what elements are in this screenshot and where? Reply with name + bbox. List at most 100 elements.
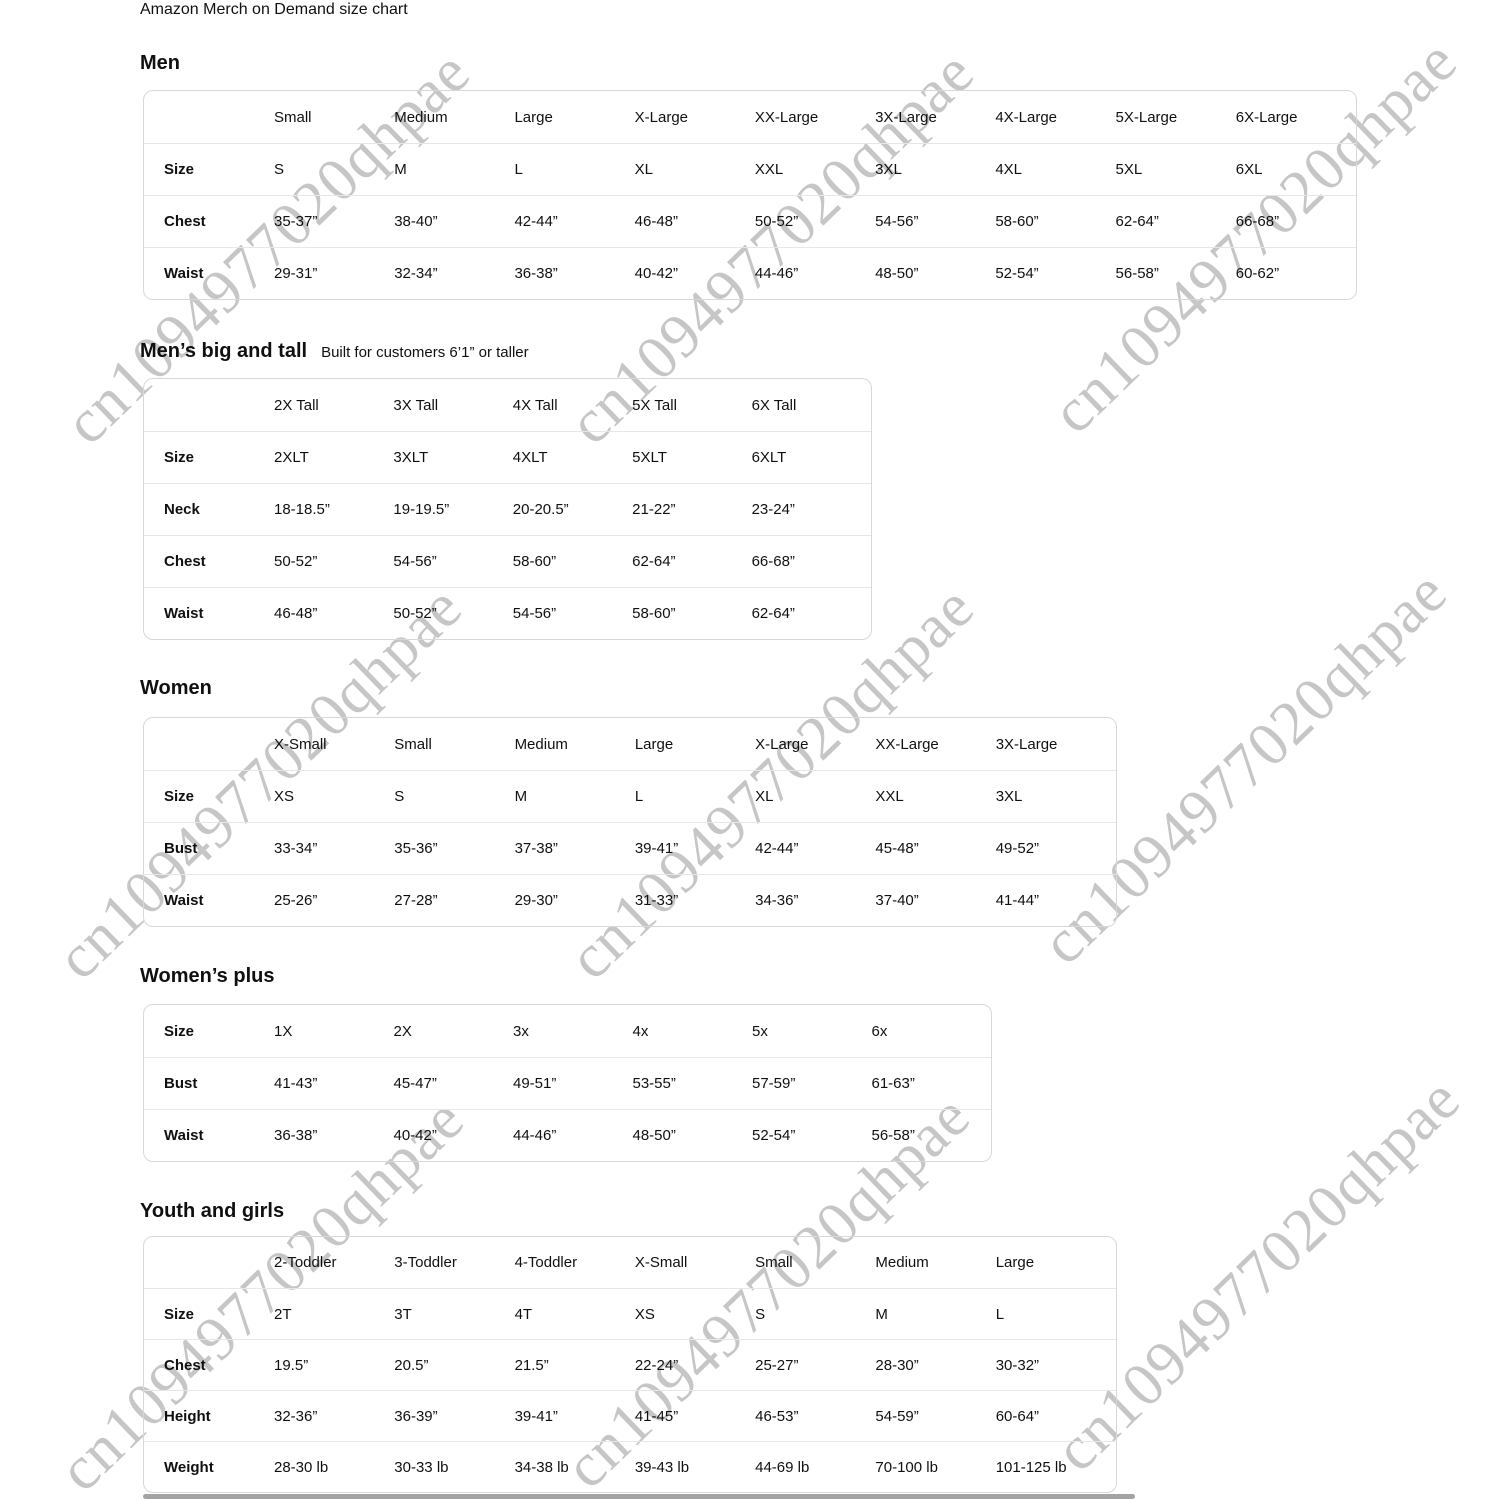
value-cell: 60-64” [995,1390,1116,1441]
table-row: Size S M L XL XXL 3XL 4XL 5XL 6XL [144,143,1356,195]
column-header: XX-Large [875,735,939,753]
section-subtitle-mens-big-and-tall: Built for customers 6’1” or taller [321,344,529,361]
value-cell: 40-42” [393,1109,513,1161]
value-cell: 4T [514,1288,635,1339]
column-header: Medium [514,735,568,753]
value-cell: 32-36” [274,1390,395,1441]
table-row: Neck 18-18.5” 19-19.5” 20-20.5” 21-22” 23-24” [144,483,871,535]
row-label: Chest [144,195,274,247]
table-row: Height 32-36” 36-39” 39-41” 41-45” 46-53” 54-5… [144,1390,1116,1441]
value-cell: 58-60” [512,535,633,587]
youth-and-girls-size-table: 2-Toddler 3-Toddler 4-Toddler X-Small Small M… [143,1236,1117,1493]
value-cell: 31-33” [634,874,756,926]
header-spacer-cell [144,379,274,431]
value-cell: 54-56” [875,195,996,247]
value-cell: 39-41” [634,822,756,874]
value-cell: 5XLT [632,431,752,483]
column-header: 6X-Large [1235,108,1298,126]
value-cell: 27-28” [394,874,515,926]
table-row: Waist 25-26” 27-28” 29-30” 31-33” 34-36” 37-40… [144,874,1116,926]
column-header: Medium [875,1254,929,1271]
row-label: Neck [144,483,274,535]
row-label: Bust [144,822,274,874]
womens-plus-size-table: Size 1X 2X 3x 4x 5x 6x Bust 41-43” 45-47” 49-51” 53… [143,1004,992,1162]
row-label: Waist [144,247,274,299]
header-row: 2X Tall 3X Tall 4X Tall 5X Tall 6X Tall [144,379,871,431]
value-cell: 50-52” [754,195,876,247]
value-cell: 30-32” [995,1339,1116,1390]
value-cell: 35-37” [274,195,395,247]
row-label: Size [144,143,274,195]
row-label: Bust [144,1057,274,1109]
value-cell: 38-40” [394,195,515,247]
table-row: Waist 29-31” 32-34” 36-38” 40-42” 44-46” 48-50… [144,247,1356,299]
horizontal-scrollbar[interactable] [143,1494,1135,1499]
value-cell: 21-22” [632,483,752,535]
value-cell: 4XLT [512,431,633,483]
value-cell: 37-38” [514,822,635,874]
value-cell: 25-26” [274,874,395,926]
column-header: Large [995,1254,1035,1271]
value-cell: 28-30 lb [274,1441,395,1492]
column-header: X-Small [274,735,327,753]
value-cell: XL [755,770,876,822]
value-cell: 3XL [875,143,996,195]
section-heading-youth-and-girls-label: Youth and girls [140,1200,285,1222]
value-cell: 58-60” [632,587,752,639]
row-label: Size [144,431,274,483]
value-cell: 101-125 lb [995,1441,1116,1492]
value-cell: 37-40” [875,874,996,926]
value-cell: 41-45” [634,1390,756,1441]
value-cell: 4XL [995,143,1116,195]
header-row: X-Small Small Medium Large X-Large XX-Large 3X… [144,718,1116,770]
value-cell: 36-38” [274,1109,394,1161]
value-cell: L [634,770,756,822]
value-cell: 18-18.5” [274,483,394,535]
value-cell: 39-43 lb [634,1441,756,1492]
value-cell: 36-38” [514,247,635,299]
value-cell: 19-19.5” [393,483,513,535]
row-label: Waist [144,1109,274,1161]
value-cell: 28-30” [875,1339,996,1390]
value-cell: S [394,770,515,822]
value-cell: 4x [632,1022,649,1040]
section-heading-men: Men [140,52,180,75]
value-cell: 25-27” [755,1339,876,1390]
value-cell: L [995,1288,1116,1339]
value-cell: 48-50” [875,247,996,299]
column-header: Medium [394,108,448,126]
row-label: Chest [144,1339,274,1390]
value-cell: 19.5” [274,1339,395,1390]
value-cell: 62-64” [751,587,871,639]
row-label: Weight [144,1441,274,1492]
column-header: 3-Toddler [394,1254,457,1271]
value-cell: 6x [871,1022,888,1040]
value-cell: 61-63” [871,1057,991,1109]
women-size-table: X-Small Small Medium Large X-Large XX-Large 3X… [143,717,1117,927]
section-heading-women: Women [140,677,212,700]
value-cell: 50-52” [393,587,513,639]
value-cell: 49-51” [513,1057,633,1109]
value-cell: 42-44” [514,195,635,247]
value-cell: 50-52” [274,535,394,587]
value-cell: 2X [393,1022,412,1040]
value-cell: 29-31” [274,247,395,299]
value-cell: 36-39” [394,1390,515,1441]
value-cell: 6XL [1235,143,1356,195]
value-cell: 3T [394,1288,515,1339]
value-cell: 3XLT [393,431,513,483]
header-row: 2-Toddler 3-Toddler 4-Toddler X-Small Small M… [144,1237,1116,1288]
value-cell: 62-64” [1115,195,1236,247]
value-cell: 41-43” [274,1057,394,1109]
value-cell: 46-48” [634,195,755,247]
value-cell: 42-44” [755,822,876,874]
column-header: 5X-Large [1115,108,1178,126]
value-cell: S [755,1288,876,1339]
value-cell: M [394,143,515,195]
row-label: Size [164,1022,195,1040]
column-header: Small [755,1254,793,1271]
table-row: Chest 50-52” 54-56” 58-60” 62-64” 66-68” [144,535,871,587]
column-header: Large [634,735,674,753]
table-row: Chest 35-37” 38-40” 42-44” 46-48” 50-52” 54-56… [144,195,1356,247]
table-row: Waist 36-38” 40-42” 44-46” 48-50” 52-54” 56-58… [144,1109,991,1161]
